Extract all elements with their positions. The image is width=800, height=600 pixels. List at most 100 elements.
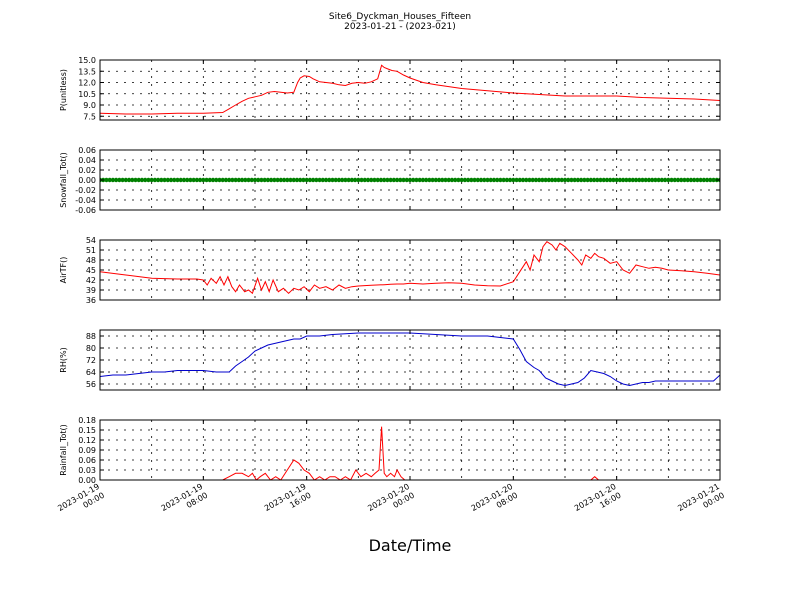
data-point [230,177,235,183]
y-tick-label: 0.02 [78,166,96,175]
data-point [633,177,639,183]
data-point [388,177,393,183]
data-point [175,177,180,183]
y-tick-label: 10.5 [78,90,96,99]
data-point [136,177,141,183]
y-tick-label: 54 [86,236,96,245]
data-point [524,177,529,183]
data-point [168,177,174,183]
data-point [675,177,681,183]
data-point [401,177,406,183]
data-point [698,177,703,183]
data-point [139,177,145,183]
data-point [281,177,287,183]
data-point [614,177,619,183]
data-point [346,177,351,183]
data-point [391,177,397,183]
data-point [666,177,671,183]
data-point [465,177,471,183]
y-tick-label: 7.5 [83,112,96,121]
data-point [543,177,548,183]
data-point [184,177,190,183]
data-point [488,177,493,183]
data-point [155,177,161,183]
y-tick-label: 72 [86,356,96,365]
data-point [608,177,613,183]
data-point [456,177,461,183]
data-point [159,177,164,183]
subplots: 7.59.010.512.013.515.0P(unitless)-0.06-0… [59,56,721,485]
data-point [598,177,603,183]
data-point [433,177,439,183]
data-point [656,177,661,183]
data-point [143,177,148,183]
data-point [130,177,135,183]
subplot-2: -0.06-0.04-0.020.000.020.040.06 Snowfall_… [59,146,721,215]
data-point [498,177,503,183]
data-point [120,177,125,183]
data-point [695,177,700,183]
data-point [517,177,522,183]
data-point [323,177,329,183]
data-point [546,177,552,183]
data-point [459,177,464,183]
data-point [375,177,380,183]
y-tick-label: 51 [86,246,96,255]
data-point [262,177,267,183]
data-point [527,177,532,183]
plot-area [100,426,720,480]
y-tick-label: 0.06 [78,146,96,155]
data-point [520,177,526,183]
data-point [478,177,484,183]
data-point [482,177,487,183]
y-tick-label: 0.12 [78,436,96,445]
data-point [352,177,358,183]
data-point [362,177,367,183]
data-point [611,177,616,183]
y-tick-label: 56 [86,380,96,389]
data-point [430,177,435,183]
figure-title: Site6_Dyckman_Houses_Fifteen [329,12,471,22]
data-point [330,177,335,183]
y-tick-label: 0.09 [78,446,96,455]
data-point [591,177,597,183]
y-axis-label: P(unitless) [59,69,68,111]
data-point [485,177,490,183]
series-line [100,241,720,295]
data-point [197,177,203,183]
plot-area [100,177,720,183]
data-point [272,177,277,183]
data-point [423,177,429,183]
data-point [491,177,497,183]
series-line [100,64,720,115]
data-point [559,177,564,183]
y-tick-label: 0.00 [78,476,96,485]
data-point [301,177,306,183]
data-point [494,177,500,183]
data-point [378,177,384,183]
data-point [201,177,206,183]
data-point [640,177,645,183]
data-point [314,177,319,183]
data-point [310,177,316,183]
data-point [285,177,290,183]
data-point [617,177,623,183]
y-tick-label: 0.03 [78,466,96,475]
data-point [217,177,222,183]
y-tick-label: -0.06 [75,206,96,215]
data-point [601,177,606,183]
x-tick-label: 2023-01-2100:00 [676,482,726,522]
data-point [436,177,442,183]
data-point [343,177,348,183]
tick-marks [99,59,721,120]
data-point [294,177,300,183]
data-point [511,177,516,183]
x-tick-label: 2023-01-1916:00 [263,482,313,522]
data-point [578,177,584,183]
x-tick-label: 2023-01-1908:00 [160,482,210,522]
y-tick-label: 45 [86,266,96,275]
x-tick-labels: 2023-01-1900:00 2023-01-1908:00 2023-01-19… [56,482,726,522]
x-tick-label: 2023-01-2000:00 [366,482,416,522]
y-axis-label: RH(%) [59,347,68,372]
